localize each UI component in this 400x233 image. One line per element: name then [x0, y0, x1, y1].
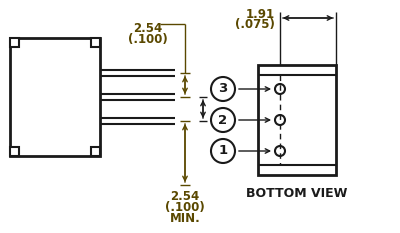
Text: 2: 2 [218, 113, 228, 127]
Text: 1.91: 1.91 [246, 8, 275, 21]
Bar [10, 147, 19, 156]
Text: 3: 3 [218, 82, 228, 96]
Text: (.100): (.100) [165, 201, 205, 214]
Text: 2.54: 2.54 [133, 22, 163, 35]
Text: (.100): (.100) [128, 33, 168, 46]
Text: MIN.: MIN. [170, 212, 200, 225]
Bar [258, 65, 336, 175]
Text: 2.54: 2.54 [170, 190, 200, 203]
Text: 1: 1 [218, 144, 228, 158]
Bar [10, 38, 19, 47]
Bar [10, 38, 100, 156]
Text: BOTTOM VIEW: BOTTOM VIEW [246, 187, 348, 200]
Bar [91, 147, 100, 156]
Text: (.075): (.075) [235, 18, 275, 31]
Bar [91, 38, 100, 47]
